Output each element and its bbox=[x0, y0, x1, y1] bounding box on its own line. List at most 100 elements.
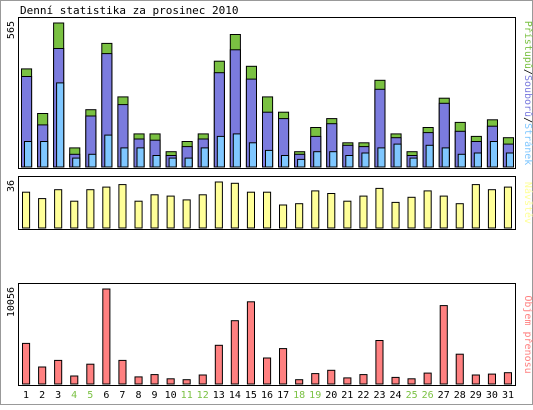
bar-navstev bbox=[263, 191, 272, 229]
bar-stranek bbox=[200, 147, 209, 168]
y-max-label: 565 bbox=[6, 21, 17, 39]
bar-stranek bbox=[297, 158, 306, 168]
bar-objem bbox=[230, 320, 239, 385]
bar-stranek bbox=[265, 149, 274, 168]
bar-navstev bbox=[22, 191, 31, 229]
x-tick-label: 11 bbox=[181, 390, 193, 401]
bar-objem bbox=[86, 363, 95, 385]
x-tick-label: 26 bbox=[422, 390, 434, 401]
bar-navstev bbox=[38, 198, 47, 229]
x-tick-label: 9 bbox=[151, 390, 157, 401]
bar-objem bbox=[214, 344, 223, 385]
bar-navstev bbox=[503, 186, 512, 229]
y-max-label: 10056 bbox=[6, 287, 17, 317]
bar-stranek bbox=[232, 133, 241, 168]
bar-navstev bbox=[375, 187, 384, 229]
legend: Návštěv bbox=[522, 182, 533, 224]
bar-navstev bbox=[439, 195, 448, 229]
bar-stranek bbox=[361, 152, 370, 168]
legend-separator: / bbox=[522, 69, 533, 75]
y-max-label: 36 bbox=[6, 180, 17, 192]
x-tick-label: 6 bbox=[103, 390, 109, 401]
bar-stranek bbox=[72, 157, 81, 168]
bar-navstev bbox=[182, 199, 191, 229]
bar-objem bbox=[246, 301, 255, 385]
legend: Přístupů/Souborů/Stránek bbox=[522, 21, 533, 166]
bar-stranek bbox=[457, 153, 466, 168]
legend-entry: Objem přenosu bbox=[522, 295, 533, 373]
bar-navstev bbox=[166, 195, 175, 229]
x-tick-label: 12 bbox=[197, 390, 209, 401]
bar-stranek bbox=[345, 155, 354, 168]
bar-navstev bbox=[407, 196, 416, 229]
bar-stranek bbox=[88, 153, 97, 168]
x-tick-label: 22 bbox=[357, 390, 369, 401]
x-tick-label: 20 bbox=[325, 390, 337, 401]
bar-stranek bbox=[505, 152, 514, 168]
bar-objem bbox=[423, 372, 432, 385]
bar-navstev bbox=[487, 189, 496, 229]
bar-stranek bbox=[120, 147, 129, 168]
bar-navstev bbox=[150, 194, 159, 229]
bar-navstev bbox=[214, 181, 223, 229]
x-tick-label: 31 bbox=[502, 390, 514, 401]
x-tick-label: 19 bbox=[309, 390, 321, 401]
bar-navstev bbox=[246, 191, 255, 229]
bar-stranek bbox=[136, 147, 145, 168]
bar-stranek bbox=[104, 134, 113, 168]
x-tick-label: 18 bbox=[293, 390, 305, 401]
bar-objem bbox=[327, 369, 336, 385]
bar-stranek bbox=[489, 141, 498, 168]
bar-stranek bbox=[281, 155, 290, 168]
bar-navstev bbox=[471, 184, 480, 229]
bar-objem bbox=[375, 340, 384, 385]
bar-stranek bbox=[393, 143, 402, 168]
x-tick-label: 5 bbox=[87, 390, 93, 401]
bar-navstev bbox=[423, 190, 432, 229]
bar-objem bbox=[70, 375, 79, 385]
x-tick-label: 4 bbox=[71, 390, 77, 401]
bar-objem bbox=[102, 288, 111, 385]
chart-title: Denní statistika za prosinec 2010 bbox=[20, 4, 239, 17]
bar-objem bbox=[150, 374, 159, 385]
bar-navstev bbox=[70, 200, 79, 229]
x-tick-label: 1 bbox=[23, 390, 29, 401]
legend-entry: Návštěv bbox=[522, 182, 533, 224]
bar-objem bbox=[54, 359, 63, 385]
x-tick-label: 24 bbox=[389, 390, 401, 401]
x-tick-label: 15 bbox=[245, 390, 257, 401]
bar-stranek bbox=[152, 155, 161, 168]
bar-objem bbox=[198, 374, 207, 385]
legend-entry: Stránek bbox=[522, 123, 533, 165]
bar-objem bbox=[439, 305, 448, 385]
bar-objem bbox=[471, 374, 480, 385]
x-tick-label: 7 bbox=[119, 390, 125, 401]
x-tick-label: 16 bbox=[261, 390, 273, 401]
bar-stranek bbox=[40, 141, 49, 168]
legend-entry: Přístupů bbox=[522, 21, 533, 69]
bar-stranek bbox=[441, 147, 450, 168]
bar-navstev bbox=[391, 201, 400, 229]
bar-navstev bbox=[230, 182, 239, 229]
legend: Objem přenosu bbox=[522, 295, 533, 373]
x-tick-label: 13 bbox=[213, 390, 225, 401]
bar-objem bbox=[343, 377, 352, 385]
x-tick-label: 14 bbox=[229, 390, 241, 401]
bar-navstev bbox=[279, 204, 288, 229]
bar-objem bbox=[134, 376, 143, 385]
x-tick-label: 17 bbox=[277, 390, 289, 401]
bar-stranek bbox=[425, 144, 434, 168]
bar-stranek bbox=[377, 147, 386, 168]
bar-navstev bbox=[343, 200, 352, 229]
bar-objem bbox=[487, 373, 496, 385]
bar-objem bbox=[279, 348, 288, 385]
bar-stranek bbox=[329, 151, 338, 168]
legend-entry: Souborů bbox=[522, 75, 533, 117]
x-tick-label: 27 bbox=[438, 390, 450, 401]
bar-objem bbox=[295, 379, 304, 385]
x-tick-label: 10 bbox=[165, 390, 177, 401]
bar-objem bbox=[407, 378, 416, 385]
bar-navstev bbox=[118, 184, 127, 229]
